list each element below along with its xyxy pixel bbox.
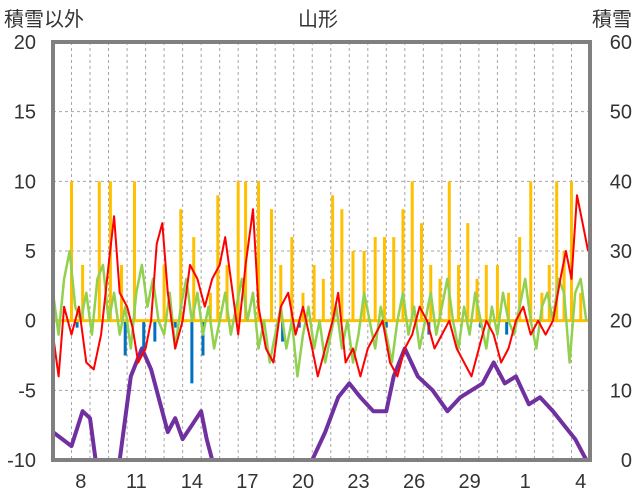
negative-bar — [384, 320, 388, 328]
x-tick-label: 1 — [520, 471, 531, 493]
right-tick-label: 50 — [610, 102, 632, 124]
negative-bar — [142, 320, 146, 349]
precip-bar — [529, 181, 533, 321]
precip-bar — [162, 264, 166, 321]
precip-bar — [401, 209, 405, 321]
temp-max-line — [52, 194, 590, 378]
precip-bar — [518, 237, 522, 321]
left-tick-label: 10 — [14, 171, 36, 193]
right-axis-label: 積雪 — [592, 7, 632, 31]
precip-bar — [507, 292, 511, 321]
precip-bar — [81, 264, 85, 321]
precip-bar — [244, 181, 248, 321]
x-tick-label: 17 — [236, 471, 258, 493]
negative-bar — [123, 320, 127, 356]
left-axis-label: 積雪以外 — [4, 7, 84, 31]
negative-bar — [153, 320, 157, 342]
precip-bar — [410, 181, 414, 321]
precip-bar — [192, 237, 196, 321]
precip-bar — [382, 237, 386, 321]
precip-bar — [279, 264, 283, 321]
x-tick-label: 11 — [126, 471, 147, 493]
precip-bar — [351, 251, 355, 321]
precip-bar — [331, 195, 335, 321]
right-tick-label: 30 — [610, 241, 632, 263]
x-tick-label: 26 — [403, 471, 425, 493]
left-tick-label: 0 — [25, 311, 36, 333]
precip-bar — [457, 264, 461, 321]
precip-bar — [569, 181, 573, 321]
precip-bar — [555, 181, 559, 321]
left-tick-labels: 20 15 10 5 0 -5 -10 — [7, 32, 36, 472]
precip-bar — [484, 264, 488, 321]
negative-bar — [505, 320, 509, 335]
precip-bar — [290, 237, 294, 321]
right-tick-label: 20 — [610, 311, 632, 333]
x-tick-label: 29 — [459, 471, 481, 493]
negative-bar — [173, 320, 177, 328]
precip-bar — [179, 209, 183, 321]
precip-bar — [579, 292, 583, 321]
precip-bar — [438, 278, 442, 321]
frame-border — [51, 40, 592, 462]
precip-bar — [495, 264, 499, 321]
precip-bar — [466, 223, 470, 321]
precip-bar — [225, 264, 229, 321]
temp-max-series — [52, 194, 590, 378]
precip-bar — [270, 209, 274, 321]
negative-bar — [201, 320, 205, 356]
right-tick-labels: 60 50 40 30 20 10 0 — [610, 32, 632, 472]
negative-bar — [190, 320, 194, 384]
x-tick-label: 20 — [292, 471, 314, 493]
precip-bar — [321, 278, 325, 321]
temp-min-line — [51, 249, 588, 378]
right-tick-label: 60 — [610, 32, 632, 54]
precip-bar — [340, 209, 344, 321]
precip-bar — [216, 195, 220, 321]
chart-title: 山形 — [298, 7, 338, 31]
precip-bar — [362, 251, 366, 321]
left-tick-label: -5 — [18, 380, 36, 402]
snow-depth-series — [51, 346, 590, 462]
left-tick-label: 15 — [14, 102, 36, 124]
right-tick-label: 10 — [610, 380, 632, 402]
plot-frame — [51, 40, 592, 462]
precip-bar — [312, 264, 316, 321]
precip-bar — [97, 181, 101, 321]
precip-bar — [132, 181, 136, 321]
precip-bar — [236, 181, 240, 321]
precip-bar — [447, 181, 451, 321]
right-tick-label: 0 — [621, 450, 632, 472]
x-tick-label: 23 — [347, 471, 369, 493]
left-tick-label: 20 — [14, 32, 36, 54]
negative-bar — [75, 320, 79, 328]
snow-depth-line — [51, 346, 590, 462]
left-tick-label: -10 — [7, 450, 36, 472]
x-tick-label: 8 — [75, 471, 86, 493]
negative-bar — [281, 320, 285, 342]
precip-bar — [547, 264, 551, 321]
precip-bar — [373, 237, 377, 321]
left-tick-label: 5 — [25, 241, 36, 263]
x-tick-labels: 8 11 14 17 20 23 26 29 1 4 — [75, 471, 586, 493]
x-tick-label: 14 — [181, 471, 203, 493]
x-tick-label: 4 — [575, 471, 586, 493]
precip-bar — [208, 292, 212, 321]
precip-bar — [419, 223, 423, 321]
precip-bar — [120, 264, 124, 321]
precip-bar — [392, 237, 396, 321]
precip-bar — [562, 251, 566, 321]
precip-bar — [70, 181, 74, 321]
temp-min-series — [51, 249, 588, 378]
precip-bar — [257, 181, 261, 321]
right-tick-label: 40 — [610, 171, 632, 193]
